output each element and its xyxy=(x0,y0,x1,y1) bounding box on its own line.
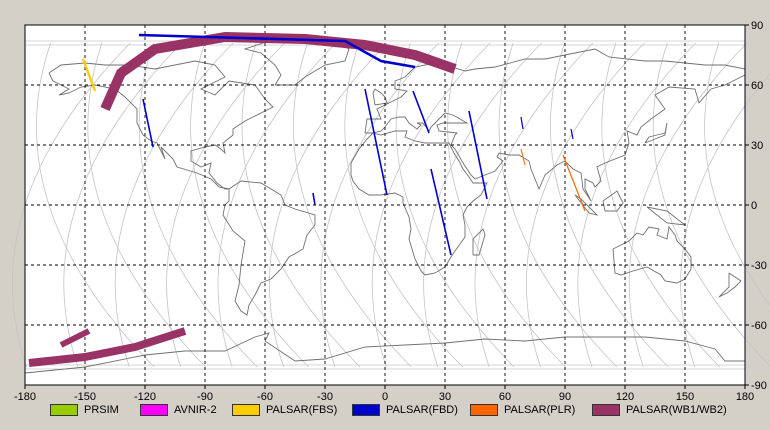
orbit-track xyxy=(87,42,206,368)
x-tick-label: -60 xyxy=(257,391,273,403)
legend-item: PALSAR(FBD) xyxy=(352,401,458,419)
swath-palsar-fbd xyxy=(430,168,452,256)
eurasia-coastline xyxy=(364,48,746,202)
legend-item: PRSIM xyxy=(50,401,119,419)
japan-coastline xyxy=(644,122,668,144)
legend-label: PALSAR(WB1/WB2) xyxy=(626,404,727,416)
orbit-track xyxy=(423,42,542,368)
legend-swatch xyxy=(470,404,498,416)
x-tick-label: -150 xyxy=(74,391,96,403)
south-america-coastline xyxy=(222,180,316,316)
y-tick-label: 90 xyxy=(751,20,763,32)
x-tick-label: -90 xyxy=(197,391,213,403)
legend-swatch xyxy=(140,404,168,416)
uk-coastline xyxy=(372,88,388,106)
legend-label: PALSAR(FBS) xyxy=(266,404,338,416)
orbit-track xyxy=(628,42,748,368)
legend-item: AVNIR-2 xyxy=(140,401,217,419)
legend-swatch xyxy=(592,404,620,416)
legend-item: PALSAR(FBS) xyxy=(232,401,337,419)
swath-palsar-fbd xyxy=(142,98,154,148)
legend-swatch xyxy=(50,404,78,416)
x-tick-label: 0 xyxy=(382,391,388,403)
orbit-track xyxy=(63,42,182,368)
x-tick-label: 180 xyxy=(736,391,754,403)
legend-item: PALSAR(PLR) xyxy=(470,401,575,419)
legend-label: PALSAR(FBD) xyxy=(386,404,458,416)
new-zealand-coastline xyxy=(718,272,742,298)
y-tick-label: 30 xyxy=(751,140,763,152)
africa-coastline xyxy=(350,130,488,276)
swath-palsar-fbd xyxy=(312,192,316,206)
x-tick-label: 90 xyxy=(559,391,571,403)
x-tick-label: 120 xyxy=(616,391,634,403)
indonesia-coastline xyxy=(574,194,599,216)
y-tick-label: -30 xyxy=(751,260,767,272)
swath-palsar-plr xyxy=(562,154,586,212)
orbit-track xyxy=(447,42,566,368)
orbit-track xyxy=(549,42,669,368)
swath-palsar-fbd xyxy=(468,110,488,200)
madagascar-coastline xyxy=(472,228,486,256)
orbit-track xyxy=(268,42,388,368)
swath-palsar-fbd xyxy=(520,116,524,130)
borneo-coastline xyxy=(602,190,624,212)
orbit-track xyxy=(292,42,412,368)
graticule xyxy=(25,25,745,385)
swath-palsar-fbd xyxy=(364,88,388,196)
x-tick-label: -120 xyxy=(134,391,156,403)
orbit-track xyxy=(652,42,770,367)
x-tick-label: 150 xyxy=(676,391,694,403)
swath-palsar-fbd xyxy=(138,33,416,69)
y-tick-label: -90 xyxy=(751,380,767,392)
legend: PRSIM AVNIR-2 PALSAR(FBS) PALSAR(FBD) PALSAR… xyxy=(0,398,770,422)
x-tick-label: 30 xyxy=(439,391,451,403)
legend-item: PALSAR(WB1/WB2) xyxy=(592,401,727,419)
x-tick-label: -30 xyxy=(317,391,333,403)
axis-ticks: -180 -150 -120 -90 -60 -30 0 30 60 90 120 150 180 90 6… xyxy=(14,20,767,403)
orbit-track xyxy=(525,42,645,368)
y-tick-label: -60 xyxy=(751,320,767,332)
swath-palsar-fbd xyxy=(570,128,574,140)
swath-palsar-fbs xyxy=(81,58,97,92)
y-tick-label: 60 xyxy=(751,80,763,92)
swath-palsar-wb1-wb2 xyxy=(59,328,91,348)
legend-label: PALSAR(PLR) xyxy=(504,404,576,416)
swath-palsar-fbd xyxy=(412,90,430,134)
coverage-swaths xyxy=(28,32,586,367)
orbit-track xyxy=(190,42,309,368)
x-tick-label: 60 xyxy=(499,391,511,403)
orbit-track xyxy=(395,42,515,368)
swath-palsar-wb1-wb2 xyxy=(28,327,187,367)
legend-swatch xyxy=(232,404,260,416)
x-tick-label: -180 xyxy=(14,391,36,403)
y-tick-label: 0 xyxy=(751,200,757,212)
orbit-track xyxy=(166,42,285,368)
swath-palsar-plr xyxy=(520,148,526,166)
legend-swatch xyxy=(352,404,380,416)
legend-label: AVNIR-2 xyxy=(174,404,217,416)
legend-label: PRSIM xyxy=(84,404,119,416)
